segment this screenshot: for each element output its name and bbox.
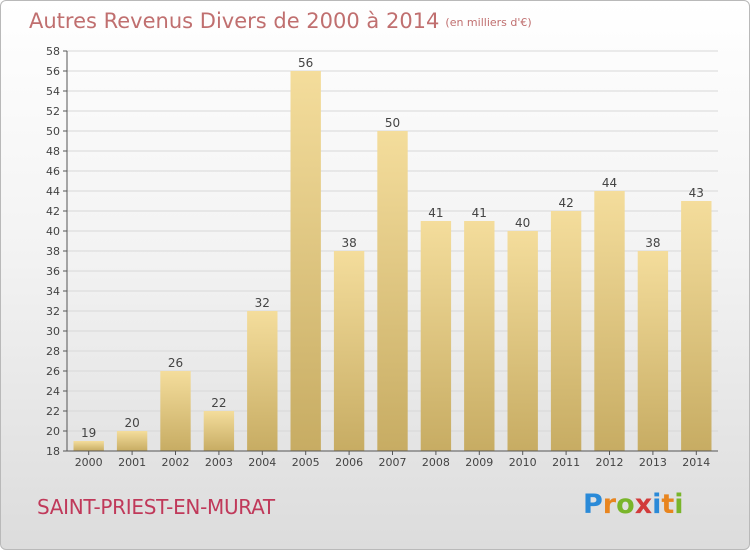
- y-tick-label: 26: [46, 365, 60, 378]
- y-tick-label: 54: [46, 85, 60, 98]
- bar: [160, 371, 191, 451]
- bar: [73, 441, 104, 451]
- data-label: 56: [298, 56, 313, 70]
- x-tick-label: 2009: [465, 456, 493, 469]
- data-label: 19: [81, 426, 96, 440]
- chart-title-text: Autres Revenus Divers de 2000 à 2014: [29, 9, 440, 33]
- bar: [464, 221, 495, 451]
- data-label: 38: [645, 236, 660, 250]
- logo-letter: i: [652, 489, 662, 520]
- y-tick-label: 52: [46, 105, 60, 118]
- y-tick-label: 42: [46, 205, 60, 218]
- x-tick-label: 2012: [596, 456, 624, 469]
- y-tick-label: 44: [46, 185, 60, 198]
- data-label: 43: [689, 186, 704, 200]
- y-tick-label: 34: [46, 285, 60, 298]
- data-label: 40: [515, 216, 530, 230]
- y-tick-label: 56: [46, 65, 60, 78]
- bar: [377, 131, 408, 451]
- bar: [333, 251, 365, 451]
- x-tick-label: 2000: [75, 456, 103, 469]
- logo-letter: o: [616, 489, 635, 520]
- y-axis: 18 20 22 24 26 28 30 32 34 36 38 40 42 44 46 48 50 52 54 56…: [46, 45, 68, 458]
- x-tick-label: 2014: [682, 456, 710, 469]
- logo-letter: i: [674, 489, 684, 520]
- bar: [247, 311, 278, 451]
- bars: 19 20 26 22 32 56 38 50 41 41 40 42 44 38 43: [73, 56, 712, 451]
- x-tick-label: 2002: [162, 456, 190, 469]
- y-tick-label: 18: [46, 445, 60, 458]
- x-tick-label: 2008: [422, 456, 450, 469]
- logo-letter: P: [583, 489, 603, 520]
- bar: [637, 251, 669, 451]
- chart-title: Autres Revenus Divers de 2000 à 2014 (en …: [29, 9, 532, 33]
- y-tick-label: 50: [46, 125, 60, 138]
- place-name: SAINT-PRIEST-EN-MURAT: [37, 495, 275, 519]
- y-tick-label: 28: [46, 345, 60, 358]
- x-tick-label: 2013: [639, 456, 667, 469]
- bar: [550, 211, 582, 451]
- bar: [290, 71, 321, 451]
- data-label: 38: [341, 236, 356, 250]
- x-axis: 2000 2001 2002 2003 2004 2005 2006 2007 2008 2009…: [67, 450, 718, 469]
- y-tick-label: 24: [46, 385, 60, 398]
- chart-unit: (en milliers d'€): [445, 16, 532, 29]
- data-label: 50: [385, 116, 400, 130]
- data-label: 22: [211, 396, 226, 410]
- x-tick-label: 2010: [509, 456, 537, 469]
- bar: [594, 191, 625, 451]
- data-label: 32: [255, 296, 270, 310]
- y-tick-label: 36: [46, 265, 60, 278]
- data-label: 44: [602, 176, 617, 190]
- y-tick-label: 46: [46, 165, 60, 178]
- bar: [116, 431, 148, 451]
- bar: [507, 231, 538, 451]
- y-tick-label: 58: [46, 45, 60, 58]
- bar: [203, 411, 235, 451]
- proxiti-logo: Proxiti: [583, 489, 684, 520]
- x-tick-label: 2004: [248, 456, 276, 469]
- bar: [420, 221, 452, 451]
- y-tick-label: 32: [46, 305, 60, 318]
- y-tick-label: 30: [46, 325, 60, 338]
- y-tick-label: 22: [46, 405, 60, 418]
- data-label: 26: [168, 356, 183, 370]
- data-label: 42: [558, 196, 573, 210]
- y-tick-label: 48: [46, 145, 60, 158]
- x-tick-label: 2011: [552, 456, 580, 469]
- data-label: 41: [428, 206, 443, 220]
- logo-letter: t: [661, 489, 675, 520]
- y-tick-label: 40: [46, 225, 60, 238]
- bar: [681, 201, 712, 451]
- x-tick-label: 2001: [118, 456, 146, 469]
- data-label: 20: [124, 416, 139, 430]
- y-tick-label: 20: [46, 425, 60, 438]
- logo-letter: x: [634, 489, 653, 520]
- y-tick-label: 38: [46, 245, 60, 258]
- logo-letter: r: [602, 489, 617, 520]
- x-tick-label: 2003: [205, 456, 233, 469]
- x-tick-label: 2007: [379, 456, 407, 469]
- x-tick-label: 2005: [292, 456, 320, 469]
- x-tick-label: 2006: [335, 456, 363, 469]
- data-label: 41: [472, 206, 487, 220]
